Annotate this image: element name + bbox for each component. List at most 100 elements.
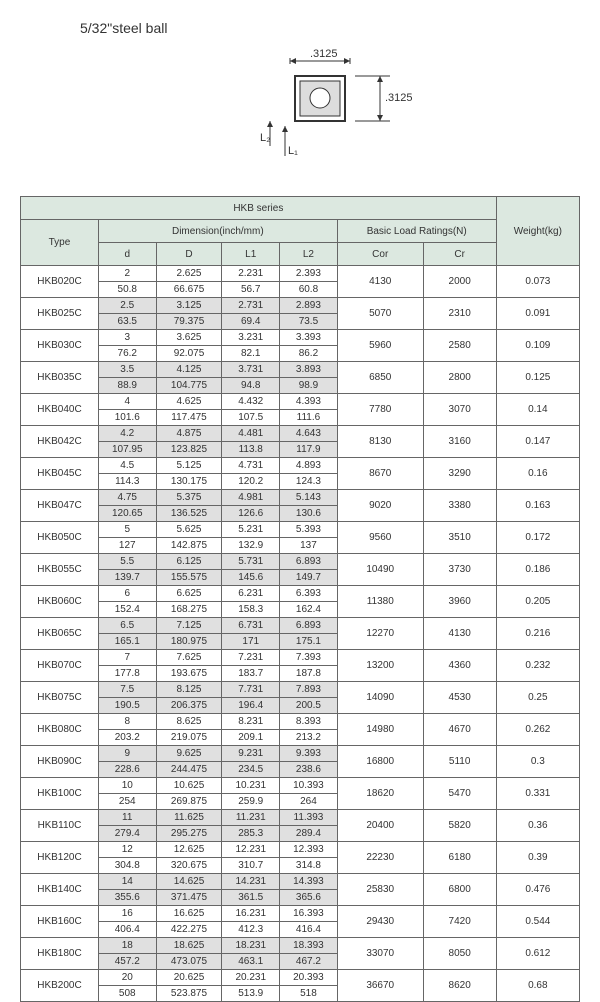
series-header: HKB series — [21, 197, 497, 220]
cell: 136.525 — [156, 506, 222, 522]
cell: 171 — [222, 634, 280, 650]
cell: 264 — [280, 794, 338, 810]
cell: 2.625 — [156, 266, 222, 282]
type-cell: HKB160C — [21, 906, 99, 938]
cell: 0.14 — [496, 394, 579, 426]
cell: 2310 — [423, 298, 496, 330]
cell: 4.981 — [222, 490, 280, 506]
cell: 412.3 — [222, 922, 280, 938]
cell: 158.3 — [222, 602, 280, 618]
cell: 4.625 — [156, 394, 222, 410]
type-cell: HKB025C — [21, 298, 99, 330]
cell: 120.2 — [222, 474, 280, 490]
cell: 3.393 — [280, 330, 338, 346]
cell: 0.186 — [496, 554, 579, 586]
cell: 10.393 — [280, 778, 338, 794]
cell: 365.6 — [280, 890, 338, 906]
load-header: Basic Load Ratings(N) — [337, 220, 496, 243]
cell: 7.5 — [98, 682, 156, 698]
dim-l2: L₂ — [260, 132, 270, 144]
cell: 320.675 — [156, 858, 222, 874]
cell: 3 — [98, 330, 156, 346]
type-cell: HKB110C — [21, 810, 99, 842]
cell: 139.7 — [98, 570, 156, 586]
cell: 5070 — [337, 298, 423, 330]
cell: 94.8 — [222, 378, 280, 394]
cell: 16.231 — [222, 906, 280, 922]
type-cell: HKB042C — [21, 426, 99, 458]
type-cell: HKB040C — [21, 394, 99, 426]
cell: 14.625 — [156, 874, 222, 890]
cell: 259.9 — [222, 794, 280, 810]
cell: 6.731 — [222, 618, 280, 634]
cell: 0.232 — [496, 650, 579, 682]
type-header: Type — [21, 220, 99, 266]
cell: 0.36 — [496, 810, 579, 842]
cell: 7.731 — [222, 682, 280, 698]
cell: 14090 — [337, 682, 423, 714]
dim-w: .3125 — [310, 48, 338, 60]
cell: 3.731 — [222, 362, 280, 378]
cell: 206.375 — [156, 698, 222, 714]
cell: 11.231 — [222, 810, 280, 826]
cell: 183.7 — [222, 666, 280, 682]
cell: 56.7 — [222, 282, 280, 298]
cell: 165.1 — [98, 634, 156, 650]
ball-label: 5/32"steel ball — [80, 20, 560, 36]
cell: 6800 — [423, 874, 496, 906]
cell: 22230 — [337, 842, 423, 874]
cell: 219.075 — [156, 730, 222, 746]
cell: 4.393 — [280, 394, 338, 410]
cell: 120.65 — [98, 506, 156, 522]
cell: 7.125 — [156, 618, 222, 634]
cell: 8.393 — [280, 714, 338, 730]
cell: 5.625 — [156, 522, 222, 538]
cell: 7 — [98, 650, 156, 666]
cell: 6.625 — [156, 586, 222, 602]
cell: 3.893 — [280, 362, 338, 378]
cell: 254 — [98, 794, 156, 810]
cell: 355.6 — [98, 890, 156, 906]
cell: 196.4 — [222, 698, 280, 714]
cell: 0.3 — [496, 746, 579, 778]
cell: 473.075 — [156, 954, 222, 970]
cell: 209.1 — [222, 730, 280, 746]
cell: 0.262 — [496, 714, 579, 746]
cell: 36670 — [337, 970, 423, 1002]
cell: 162.4 — [280, 602, 338, 618]
cell: 10.231 — [222, 778, 280, 794]
cell: 7.893 — [280, 682, 338, 698]
cell: 279.4 — [98, 826, 156, 842]
cell: 76.2 — [98, 346, 156, 362]
cell: 63.5 — [98, 314, 156, 330]
cell: 10 — [98, 778, 156, 794]
cell: 10490 — [337, 554, 423, 586]
cell: 5.731 — [222, 554, 280, 570]
cell: 0.073 — [496, 266, 579, 298]
cell: 142.875 — [156, 538, 222, 554]
cell: 168.275 — [156, 602, 222, 618]
weight-header: Weight(kg) — [496, 197, 579, 266]
cell: 126.6 — [222, 506, 280, 522]
cell: 213.2 — [280, 730, 338, 746]
cell: 7.393 — [280, 650, 338, 666]
cell: 295.275 — [156, 826, 222, 842]
cell: 86.2 — [280, 346, 338, 362]
cell: 11 — [98, 810, 156, 826]
cell: 2.893 — [280, 298, 338, 314]
type-cell: HKB180C — [21, 938, 99, 970]
cell: 228.6 — [98, 762, 156, 778]
cell: 16.393 — [280, 906, 338, 922]
cell: 5 — [98, 522, 156, 538]
dim-header: Dimension(inch/mm) — [98, 220, 337, 243]
cell: 16800 — [337, 746, 423, 778]
cell: 0.39 — [496, 842, 579, 874]
cell: 2000 — [423, 266, 496, 298]
cell: 8.625 — [156, 714, 222, 730]
cell: 3.125 — [156, 298, 222, 314]
cell: 8050 — [423, 938, 496, 970]
cell: 130.6 — [280, 506, 338, 522]
cell: 5470 — [423, 778, 496, 810]
col-L1: L1 — [222, 243, 280, 266]
cell: 5.125 — [156, 458, 222, 474]
